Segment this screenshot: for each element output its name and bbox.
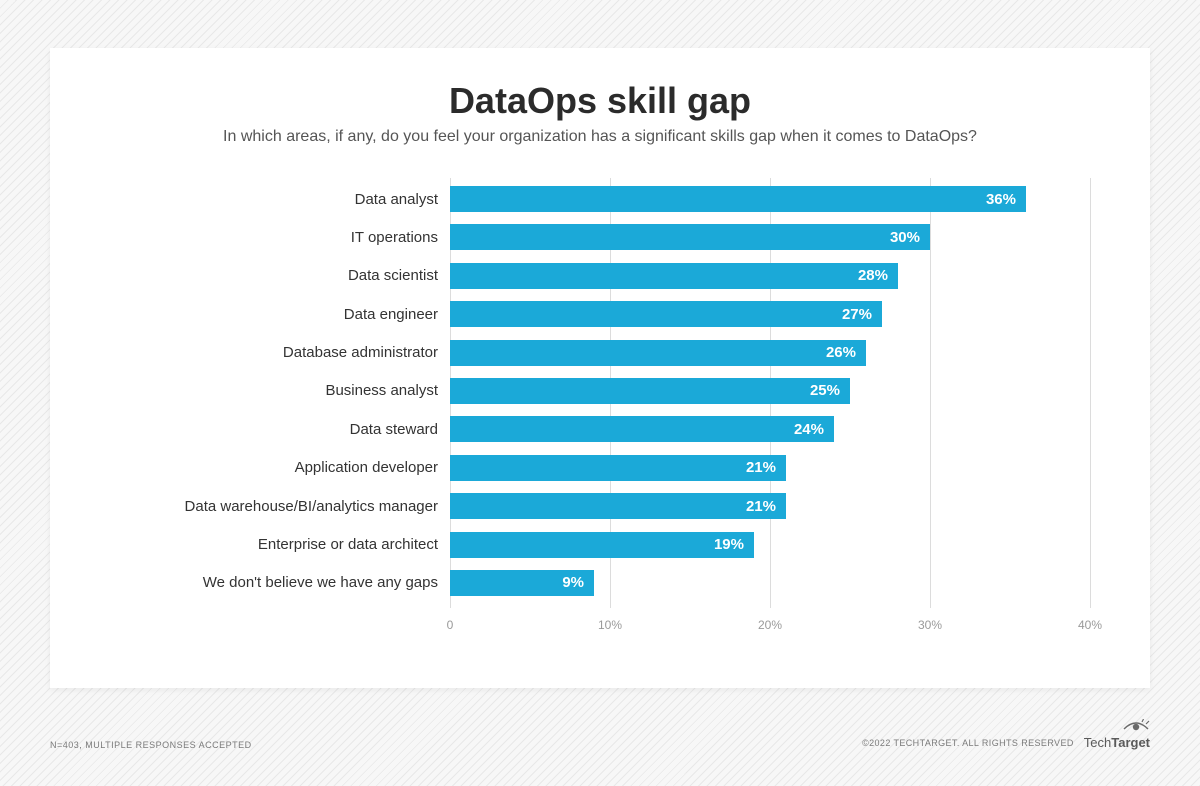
x-axis-tick-label: 40% [1078,618,1102,632]
bar-row: Data engineer 27% [110,297,1090,331]
logo-text-suffix: Target [1111,735,1150,750]
bar-track: 21% [450,493,1090,519]
gridline [1090,178,1091,608]
bar-fill: 27% [450,301,882,327]
bar-fill: 21% [450,493,786,519]
bar-fill: 24% [450,416,834,442]
bar-value-label: 21% [746,498,776,515]
x-axis-ticks: 010%20%30%40% [450,612,1090,638]
bar-row: Data steward 24% [110,412,1090,446]
bar-track: 28% [450,263,1090,289]
bar-category-label: Data analyst [110,191,450,208]
bar-row: Data warehouse/BI/analytics manager 21% [110,489,1090,523]
copyright-block: ©2022 TECHTARGET. ALL RIGHTS RESERVED Te… [862,719,1150,750]
chart-bars-region: Data analyst 36% IT operations 30% Data scie… [110,178,1090,608]
bar-category-label: Data warehouse/BI/analytics manager [110,498,450,515]
bar-row: Business analyst 25% [110,374,1090,408]
bar-fill: 30% [450,224,930,250]
bar-value-label: 25% [810,382,840,399]
chart-subtitle: In which areas, if any, do you feel your… [110,128,1090,146]
bar-row: Enterprise or data architect 19% [110,528,1090,562]
copyright-text: ©2022 TECHTARGET. ALL RIGHTS RESERVED [862,738,1074,750]
bar-fill: 25% [450,378,850,404]
bar-fill: 28% [450,263,898,289]
bar-value-label: 19% [714,536,744,553]
bar-value-label: 27% [842,306,872,323]
bar-row: Data analyst 36% [110,182,1090,216]
page-footer: N=403, MULTIPLE RESPONSES ACCEPTED ©2022… [50,719,1150,750]
bar-row: Application developer 21% [110,451,1090,485]
bar-category-label: Data engineer [110,306,450,323]
x-axis-tick-label: 0 [447,618,454,632]
chart-title: DataOps skill gap [110,80,1090,122]
bar-track: 36% [450,186,1090,212]
bar-row: IT operations 30% [110,220,1090,254]
x-axis: 010%20%30%40% [110,612,1090,638]
bar-value-label: 36% [986,191,1016,208]
bar-fill: 36% [450,186,1026,212]
bar-value-label: 28% [858,267,888,284]
bar-row: Database administrator 26% [110,336,1090,370]
x-axis-tick-label: 20% [758,618,782,632]
bar-track: 26% [450,340,1090,366]
bar-category-label: Enterprise or data architect [110,536,450,553]
bar-category-label: Application developer [110,459,450,476]
bar-category-label: Data steward [110,421,450,438]
bar-track: 9% [450,570,1090,596]
sample-size-note: N=403, MULTIPLE RESPONSES ACCEPTED [50,740,252,750]
chart-card: DataOps skill gap In which areas, if any… [50,48,1150,688]
bar-fill: 19% [450,532,754,558]
bar-fill: 9% [450,570,594,596]
logo-text-prefix: Tech [1084,735,1111,750]
x-axis-tick-label: 10% [598,618,622,632]
bar-value-label: 30% [890,229,920,246]
bar-track: 19% [450,532,1090,558]
bar-track: 27% [450,301,1090,327]
bar-track: 24% [450,416,1090,442]
bar-track: 25% [450,378,1090,404]
bar-category-label: Data scientist [110,267,450,284]
bar-value-label: 24% [794,421,824,438]
bar-track: 30% [450,224,1090,250]
bar-value-label: 9% [562,574,584,591]
bar-fill: 21% [450,455,786,481]
bar-category-label: Database administrator [110,344,450,361]
bar-row: Data scientist 28% [110,259,1090,293]
bar-value-label: 21% [746,459,776,476]
x-axis-tick-label: 30% [918,618,942,632]
bar-category-label: IT operations [110,229,450,246]
techtarget-logo: TechTarget [1084,719,1150,750]
axis-spacer [110,612,450,638]
bar-fill: 26% [450,340,866,366]
chart-area: Data analyst 36% IT operations 30% Data scie… [110,178,1090,638]
logo-text: TechTarget [1084,735,1150,750]
logo-eye-icon [1122,719,1150,733]
bar-category-label: We don't believe we have any gaps [110,574,450,591]
bar-track: 21% [450,455,1090,481]
bar-value-label: 26% [826,344,856,361]
bar-category-label: Business analyst [110,382,450,399]
bar-row: We don't believe we have any gaps 9% [110,566,1090,600]
